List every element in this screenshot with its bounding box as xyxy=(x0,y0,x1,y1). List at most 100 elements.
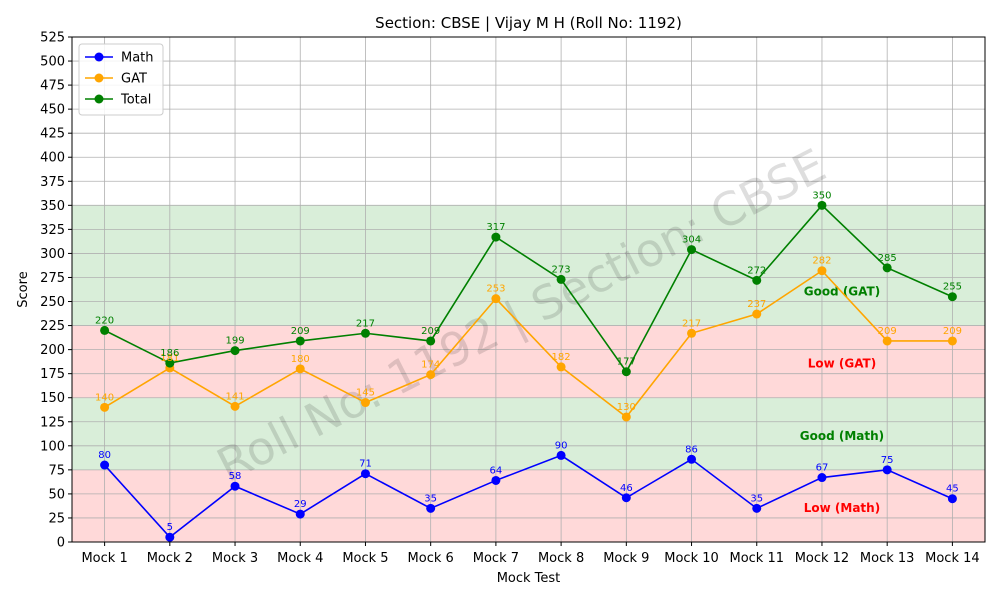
point-total-11 xyxy=(752,275,762,285)
point-gat-1 xyxy=(100,402,110,412)
band-0 xyxy=(72,469,985,542)
label-math-11: 35 xyxy=(750,493,763,504)
label-math-7: 64 xyxy=(490,465,503,476)
label-total-7: 317 xyxy=(486,222,505,233)
point-gat-4 xyxy=(295,364,305,374)
y-tick-label-8: 200 xyxy=(40,343,65,358)
y-tick-label-3: 75 xyxy=(48,463,65,478)
band-label-1: Good (Math) xyxy=(800,429,884,443)
point-gat-14 xyxy=(947,336,957,346)
label-math-1: 80 xyxy=(98,450,111,461)
y-axis-label: Score xyxy=(16,271,31,307)
label-gat-5: 145 xyxy=(356,388,375,399)
band-3 xyxy=(72,205,985,326)
label-math-6: 35 xyxy=(424,493,437,504)
point-total-3 xyxy=(230,346,240,356)
y-tick-label-16: 400 xyxy=(40,151,65,166)
label-gat-6: 174 xyxy=(421,360,440,371)
label-gat-1: 140 xyxy=(95,392,114,403)
point-math-9 xyxy=(621,493,631,503)
plot-frame xyxy=(71,36,986,543)
point-math-4 xyxy=(295,509,305,519)
point-math-13 xyxy=(882,465,892,475)
point-total-9 xyxy=(621,367,631,377)
point-total-7 xyxy=(491,232,501,242)
data-labels: 80 5 58 29 71 35 64 90 46 86 35 67 75 45 140 181 141 180 1… xyxy=(95,190,962,533)
x-tick-label-6: Mock 7 xyxy=(473,551,519,566)
y-tick-label-7: 175 xyxy=(40,367,65,382)
series-line-gat xyxy=(104,269,953,419)
label-math-10: 86 xyxy=(685,444,698,455)
label-gat-2: 181 xyxy=(160,353,179,364)
point-total-1 xyxy=(100,325,110,335)
legend-label-math: Math xyxy=(121,51,154,66)
label-math-5: 71 xyxy=(359,459,372,470)
legend-label-total: Total xyxy=(120,93,151,108)
series-line-math xyxy=(104,454,953,539)
y-tick-label-5: 125 xyxy=(40,415,65,430)
label-total-6: 209 xyxy=(421,326,440,337)
band-2 xyxy=(72,325,985,398)
band-label-0: Low (Math) xyxy=(804,501,880,515)
x-axis-ticks: Mock 1 Mock 2 Mock 3 Mock 4 Mock 5 Mock 6 Mock… xyxy=(81,542,980,566)
legend-label-gat: GAT xyxy=(121,72,147,87)
x-tick-label-5: Mock 6 xyxy=(408,551,454,566)
point-gat-7 xyxy=(491,294,501,304)
x-tick-label-12: Mock 13 xyxy=(860,551,915,566)
label-gat-13: 209 xyxy=(878,326,897,337)
label-math-8: 90 xyxy=(555,440,568,451)
label-total-12: 350 xyxy=(812,190,831,201)
x-tick-label-13: Mock 14 xyxy=(925,551,980,566)
label-gat-4: 180 xyxy=(291,354,310,365)
point-gat-12 xyxy=(817,266,827,276)
label-gat-10: 217 xyxy=(682,318,701,329)
y-tick-label-18: 450 xyxy=(40,103,65,118)
chart-title: Section: CBSE | Vijay M H (Roll No: 1192… xyxy=(375,14,682,32)
label-total-11: 272 xyxy=(747,265,766,276)
label-math-13: 75 xyxy=(881,455,894,466)
label-math-4: 29 xyxy=(294,499,307,510)
y-tick-label-11: 275 xyxy=(40,271,65,286)
point-total-5 xyxy=(360,328,370,338)
point-total-6 xyxy=(426,336,436,346)
label-total-2: 186 xyxy=(160,348,179,359)
point-math-14 xyxy=(947,494,957,504)
point-total-12 xyxy=(817,200,827,210)
y-tick-label-13: 325 xyxy=(40,223,65,238)
label-total-1: 220 xyxy=(95,315,114,326)
label-gat-7: 253 xyxy=(486,284,505,295)
x-tick-label-0: Mock 1 xyxy=(81,551,127,566)
y-tick-label-15: 375 xyxy=(40,175,65,190)
legend: Math GAT Total xyxy=(78,43,164,116)
point-gat-13 xyxy=(882,336,892,346)
label-math-12: 67 xyxy=(816,463,829,474)
point-gat-11 xyxy=(752,309,762,319)
point-math-3 xyxy=(230,481,240,491)
point-math-10 xyxy=(687,454,697,464)
y-tick-label-10: 250 xyxy=(40,295,65,310)
y-axis-ticks: 0 25 50 75 100 125 150 175 200 225 250 275 300 325 350… xyxy=(40,31,72,551)
label-total-3: 199 xyxy=(225,336,244,347)
y-tick-label-12: 300 xyxy=(40,247,65,262)
label-total-10: 304 xyxy=(682,235,701,246)
band-label-2: Low (GAT) xyxy=(808,357,877,371)
y-tick-label-21: 525 xyxy=(40,31,65,46)
x-tick-label-8: Mock 9 xyxy=(603,551,649,566)
point-total-13 xyxy=(882,263,892,273)
y-tick-label-17: 425 xyxy=(40,127,65,142)
label-math-3: 58 xyxy=(229,471,242,482)
series-line-total xyxy=(104,204,953,374)
x-tick-label-7: Mock 8 xyxy=(538,551,584,566)
point-math-8 xyxy=(556,450,566,460)
point-math-6 xyxy=(426,503,436,513)
y-tick-label-19: 475 xyxy=(40,79,65,94)
y-tick-label-20: 500 xyxy=(40,55,65,70)
point-gat-6 xyxy=(426,370,436,380)
score-bands xyxy=(72,205,985,542)
label-total-9: 177 xyxy=(617,357,636,368)
point-total-8 xyxy=(556,274,566,284)
band-1 xyxy=(72,397,985,470)
point-math-5 xyxy=(360,469,370,479)
point-total-4 xyxy=(295,336,305,346)
